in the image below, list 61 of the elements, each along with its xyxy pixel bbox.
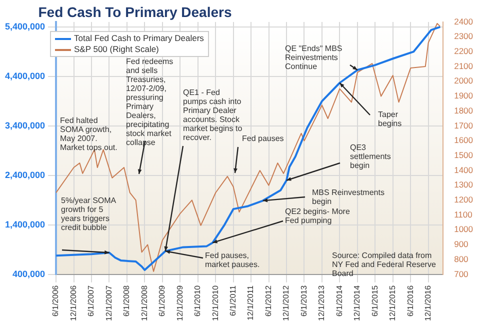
annotation: MBS Reinvestments begin <box>312 188 386 206</box>
y2-tick-label: 1400 <box>454 164 474 175</box>
x-tick-label: 6/1/2011 <box>228 284 238 316</box>
x-tick-label: 6/1/2007 <box>86 284 96 317</box>
y-tick-label: 400,000 <box>12 268 46 279</box>
y2-tick-label: 1100 <box>454 209 473 220</box>
y-tick-label: 3,400,000 <box>4 120 46 130</box>
y-tick-label: 5,400,000 <box>4 21 46 32</box>
x-tick-label: 6/1/2015 <box>370 284 380 317</box>
legend-label: S&P 500 (Right Scale) <box>73 44 160 55</box>
y2-tick-label: 1200 <box>454 194 474 205</box>
y-tick-label: 1,400,000 <box>4 219 46 230</box>
y2-tick-label: 1500 <box>454 150 474 160</box>
x-tick-label: 12/1/2009 <box>175 284 184 322</box>
y2-tick-label: 1700 <box>454 120 474 130</box>
x-tick-label: 6/1/2009 <box>158 284 167 317</box>
legend-label: Total Fed Cash to Primary Dealers <box>73 33 204 44</box>
x-tick-label: 6/1/2013 <box>299 284 308 317</box>
text: Fed redeems and sells Treasuries, 12/07-2/09, pressuring Primary Dealers, precipitating stock market collapse <box>126 57 174 147</box>
y2-tick-label: 2400 <box>454 16 474 26</box>
y-tick-label: 2,400,000 <box>4 170 46 180</box>
annotation: Source: Compiled data from NY Fed and Federal Reserve Board <box>332 251 437 278</box>
x-tick-label: 12/1/2010 <box>210 284 220 322</box>
x-tick-label: 6/1/2016 <box>406 284 415 317</box>
x-tick-label: 12/1/2013 <box>317 284 326 322</box>
annotation: Fed pauses <box>242 134 285 143</box>
x-tick-label: 6/1/2006 <box>51 284 60 317</box>
annotation: Fed pauses, market pauses. <box>205 251 261 269</box>
x-tick-label: 12/1/2006 <box>68 284 78 322</box>
x-tick-label: 12/1/2016 <box>424 284 433 322</box>
x-tick-label: 12/1/2008 <box>140 284 149 322</box>
chart-title: Fed Cash To Primary Dealers <box>37 4 233 20</box>
y2-tick-label: 800 <box>454 254 469 264</box>
annotation: QE1 - Fed pumps cash into Primary Dealer accounts. Stock market begins to recover. <box>183 88 242 142</box>
y2-tick-label: 700 <box>454 268 469 279</box>
annotation: QE3 settlements begin <box>350 143 392 170</box>
y2-tick-label: 1800 <box>454 105 474 116</box>
y-tick-label: 4,400,000 <box>4 70 46 81</box>
y2-tick-label: 2000 <box>454 76 474 86</box>
x-tick-label: 12/1/2011 <box>246 284 256 320</box>
x-tick-label: 12/1/2012 <box>282 284 291 322</box>
annotation: QE "Ends" MBS Reinvestments Continue <box>285 44 344 71</box>
y2-tick-label: 1000 <box>454 224 474 234</box>
x-tick-label: 12/1/2014 <box>352 284 362 322</box>
y2-tick-label: 1600 <box>454 135 474 146</box>
y2-tick-label: 2200 <box>454 46 474 56</box>
annotation: Taper begins <box>378 110 403 128</box>
y2-tick-label: 1300 <box>454 180 474 190</box>
y2-tick-label: 2300 <box>454 31 474 42</box>
y2-tick-label: 1900 <box>454 90 474 101</box>
x-tick-label: 6/1/2010 <box>193 284 202 317</box>
annotation: 5%/year SOMA growth for 5 years triggers credit bubble <box>61 196 117 232</box>
x-tick-label: 12/1/2015 <box>388 284 398 322</box>
x-tick-label: 6/1/2012 <box>264 284 273 317</box>
y2-tick-label: 2100 <box>454 60 474 71</box>
x-tick-label: 6/1/2014 <box>334 284 344 317</box>
x-tick-label: 6/1/2008 <box>122 284 132 317</box>
x-tick-label: 12/1/2007 <box>104 284 114 322</box>
annotation: Fed halted SOMA growth, May 2007. Market tops out. <box>60 116 118 152</box>
y2-tick-label: 900 <box>454 239 469 250</box>
annotation: QE2 begins- More Fed pumping <box>285 207 351 225</box>
